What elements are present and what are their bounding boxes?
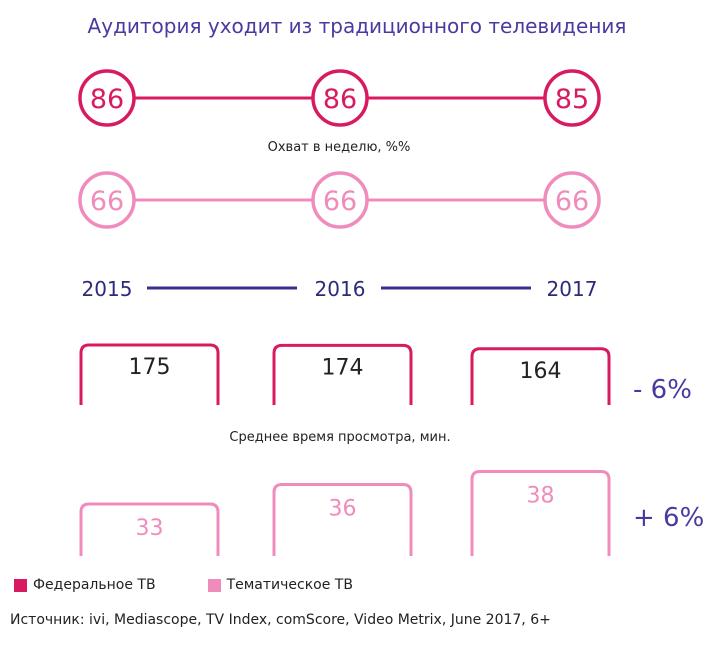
time-thematic-bar-2016	[272, 483, 413, 556]
legend-item-thematic: Тематическое ТВ	[207, 577, 353, 593]
reach-federal-value-2015: 86	[90, 84, 124, 115]
reach-federal-value-2017: 85	[555, 84, 589, 115]
legend-label-thematic: Тематическое ТВ	[226, 577, 353, 593]
legend-swatch-thematic	[207, 578, 221, 592]
year-label-2017: 2017	[547, 277, 598, 301]
reach-thematic-value-2017: 66	[555, 186, 589, 217]
time-label: Среднее время просмотра, мин.	[229, 430, 450, 445]
time-federal-bar-2015	[79, 343, 220, 405]
reach-federal-circle-2016	[311, 69, 369, 127]
time-federal-bar-2017	[470, 347, 611, 405]
year-label-2016: 2016	[315, 277, 366, 301]
legend-item-federal: Федеральное ТВ	[14, 577, 156, 593]
time-thematic-value-2015: 33	[136, 516, 164, 541]
chart: Аудитория уходит из традиционного телеви…	[78, 14, 704, 556]
reach-thematic-circle-2017	[543, 171, 601, 229]
reach-thematic-value-2015: 66	[90, 186, 124, 217]
time-thematic-bar-2017	[470, 470, 611, 556]
reach-thematic-circle-2016	[311, 171, 369, 229]
reach-federal-value-2016: 86	[323, 84, 357, 115]
legend: Федеральное ТВ Тематическое ТВ	[14, 577, 405, 593]
time-thematic-value-2017: 38	[527, 484, 555, 509]
legend-swatch-federal	[14, 578, 27, 592]
time-federal-series: 175 174 164	[79, 343, 611, 405]
federal-change: - 6%	[633, 375, 692, 405]
time-federal-value-2015: 175	[129, 355, 171, 380]
chart-title: Аудитория уходит из традиционного телеви…	[88, 14, 627, 38]
time-federal-bar-2016	[272, 343, 413, 405]
time-thematic-value-2016: 36	[329, 497, 357, 522]
thematic-change: + 6%	[633, 503, 704, 533]
legend-label-federal: Федеральное ТВ	[33, 577, 156, 593]
reach-thematic-circle-2015	[78, 171, 136, 229]
time-thematic-bar-2015	[79, 502, 220, 556]
reach-federal-circle-2017	[543, 69, 601, 127]
year-axis: 2015 2016 2017	[82, 277, 598, 301]
time-thematic-series: 33 36 38	[79, 470, 611, 556]
reach-federal-series: 86 86 85	[78, 69, 601, 127]
year-label-2015: 2015	[82, 277, 133, 301]
source-note: Источник: ivi, Mediascope, TV Index, com…	[10, 612, 551, 628]
reach-federal-circle-2015	[78, 69, 136, 127]
time-federal-value-2016: 174	[322, 355, 364, 380]
reach-thematic-series: 66 66 66	[78, 171, 601, 229]
time-federal-value-2017: 164	[520, 359, 562, 384]
reach-thematic-value-2016: 66	[323, 186, 357, 217]
reach-label: Охват в неделю, %%	[268, 140, 411, 155]
